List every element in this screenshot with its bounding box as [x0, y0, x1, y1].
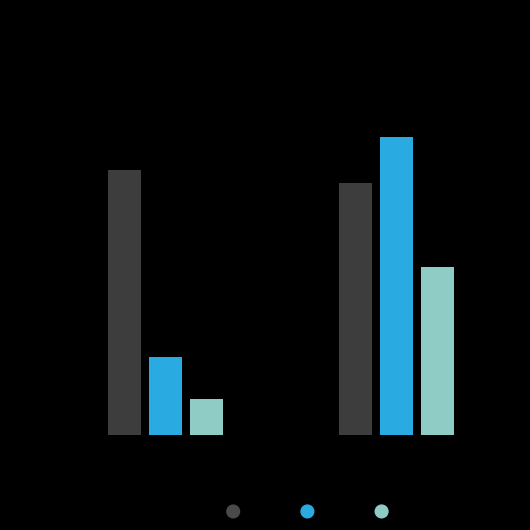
- Bar: [380, 137, 413, 435]
- Bar: [149, 357, 182, 435]
- Bar: [108, 170, 141, 435]
- Bar: [421, 267, 454, 435]
- Bar: [190, 399, 223, 435]
- Bar: [339, 183, 372, 435]
